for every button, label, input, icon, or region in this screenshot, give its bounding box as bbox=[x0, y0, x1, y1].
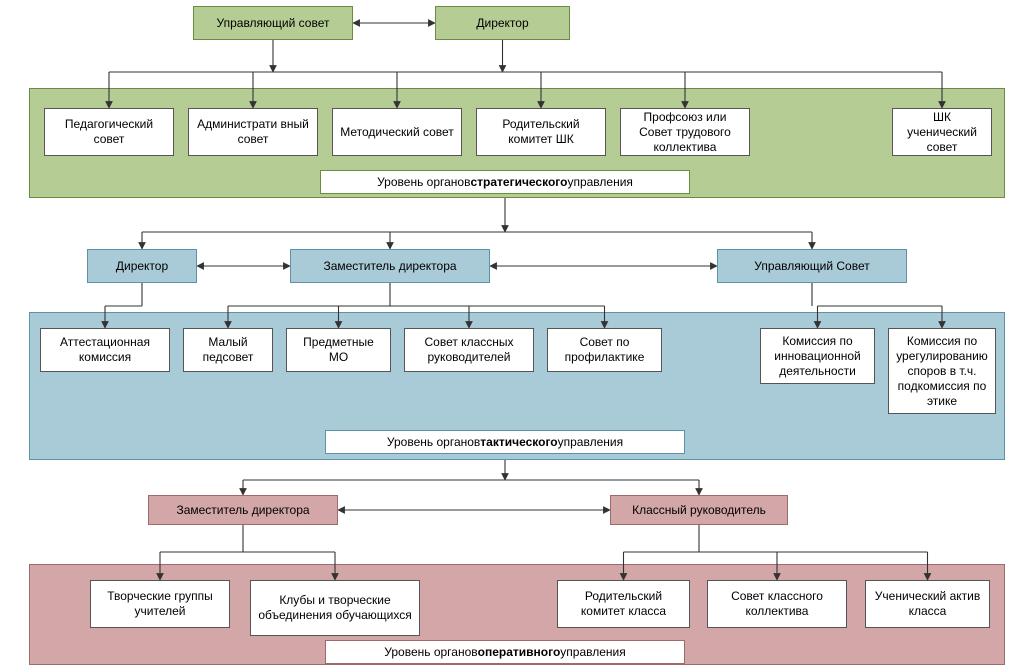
p-teacher: Классный руководитель bbox=[610, 495, 788, 525]
p1: Творческие группы учителей bbox=[90, 580, 230, 628]
p4: Совет классного коллектива bbox=[707, 580, 847, 628]
g1: Педагогический совет bbox=[44, 108, 174, 156]
hdr-director: Директор bbox=[435, 6, 570, 40]
p-deputy: Заместитель директора bbox=[148, 495, 338, 525]
b3: Предметные МО bbox=[286, 328, 391, 372]
title-tactical: Уровень органов тактического управления bbox=[325, 430, 685, 454]
hdr-council: Управляющий совет bbox=[193, 6, 353, 40]
p2: Клубы и творческие объединения обучающих… bbox=[250, 580, 420, 636]
b7: Комиссия по урегулированию споров в т.ч.… bbox=[888, 328, 996, 414]
g2: Администрати вный совет bbox=[188, 108, 318, 156]
b5: Совет по профилактике bbox=[547, 328, 662, 372]
g3: Методический совет bbox=[332, 108, 462, 156]
g4: Родительский комитет ШК bbox=[476, 108, 606, 156]
b4: Совет классных руководителей bbox=[404, 328, 534, 372]
title-operational: Уровень органов оперативного управления bbox=[325, 640, 685, 664]
org-chart: Управляющий совет Директор Директор Замести… bbox=[0, 0, 1024, 671]
p3: Родительский комитет класса bbox=[557, 580, 690, 628]
g5: Профсоюз или Совет трудового коллектива bbox=[620, 108, 750, 156]
g6: ШК ученический совет bbox=[892, 108, 992, 156]
b6: Комиссия по инновационной деятельности bbox=[760, 328, 875, 384]
b2: Малый педсовет bbox=[183, 328, 273, 372]
b-director: Директор bbox=[87, 249, 197, 283]
title-strategic: Уровень органов стратегического управлен… bbox=[320, 170, 690, 194]
b-council: Управляющий Совет bbox=[717, 249, 907, 283]
b-deputy: Заместитель директора bbox=[290, 249, 490, 283]
b1: Аттестационная комиссия bbox=[40, 328, 170, 372]
p5: Ученический актив класса bbox=[865, 580, 990, 628]
